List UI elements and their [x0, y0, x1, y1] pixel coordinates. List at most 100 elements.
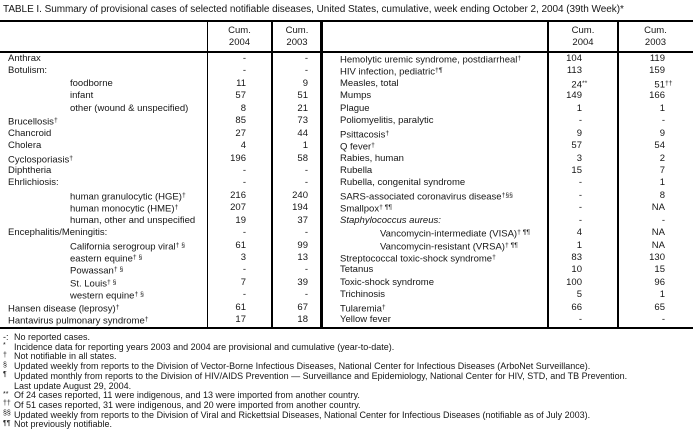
value-cum-2003: 1: [659, 102, 665, 114]
value-cum-2004: 100: [566, 276, 582, 288]
footnote-symbol: †: [3, 351, 7, 359]
value-cum-2003: 58: [297, 152, 308, 164]
table-row: Diphtheria - - Rubella 15 7: [0, 165, 693, 177]
disease-name: eastern equine: [70, 253, 133, 265]
disease-label: Rubella, congenital syndrome: [322, 177, 548, 189]
value-cum-2003: 1: [659, 289, 665, 301]
disease-label: foodborne: [0, 78, 207, 92]
value-cum-2004: -: [242, 177, 246, 189]
table-row: Chancroid 27 44 Psittacosis† 9 9: [0, 127, 693, 142]
value-cum-2003: -: [304, 65, 308, 77]
disease-label: Yellow fever: [322, 314, 548, 328]
disease-label: Powassan† §: [0, 264, 207, 278]
footnote-symbol: ††: [3, 400, 11, 408]
table-row: eastern equine† § 3 13 Streptococcal toxic-…: [0, 252, 693, 265]
table-row: Cholera 4 1 Q fever† 57 54: [0, 140, 693, 154]
disease-name: Psittacosis: [340, 129, 386, 141]
value-cum-2004: 85: [235, 115, 246, 127]
value-cum-2003: -: [304, 177, 308, 189]
value-cum-2003: -: [661, 214, 665, 226]
value-cum-2003: 18: [297, 314, 308, 326]
value-cum-2004: -: [242, 53, 246, 64]
value-cum-2004: 4: [240, 140, 246, 152]
value-cum-2004: 207: [230, 202, 246, 214]
value-cum-2003: 9: [302, 77, 308, 89]
disease-label: Psittacosis†: [322, 128, 548, 142]
footnote: ¶¶ Not previously notifiable.: [3, 419, 693, 430]
disease-label: Rabies, human: [322, 153, 548, 167]
table-half-divider: [320, 22, 323, 327]
disease-name: California serogroup viral: [70, 241, 176, 253]
disease-name: Plague: [340, 102, 370, 114]
footnote-marker: †: [144, 316, 149, 324]
value-cum-2004: 3: [576, 152, 582, 164]
value-cum-2003: 9: [659, 127, 665, 139]
disease-label: Cholera: [0, 140, 207, 154]
table-row: Cyclosporiasis† 196 58 Rabies, human 3 2: [0, 152, 693, 167]
disease-name: human, other and unspecified: [70, 214, 196, 226]
column-divider: [271, 22, 273, 327]
footnote-marker: † §: [113, 266, 124, 274]
disease-name: Tetanus: [340, 264, 374, 276]
disease-label: Brucellosis†: [0, 115, 207, 129]
value-cum-2003: 15: [654, 264, 665, 276]
disease-name: SARS-associated coronavirus disease: [340, 191, 502, 203]
footnote-text: Updated weekly from reports to the Divis…: [14, 409, 591, 420]
footnote: § Updated weekly from reports to the Divi…: [3, 361, 693, 372]
table-row: Hantavirus pulmonary syndrome† 17 18 Yellow…: [0, 314, 693, 328]
disease-name: Powassan: [70, 265, 114, 277]
disease-name: other (wound & unspecified): [70, 102, 189, 114]
value-cum-2004: 5: [576, 289, 582, 301]
footnote: ¶ Updated monthly from reports to the Div…: [3, 371, 693, 382]
table-body: Anthrax - - Hemolytic uremic syndrome, post…: [0, 53, 693, 327]
value-cum-2004: -: [578, 115, 582, 127]
table-row: Powassan† § - - Tetanus 10 15: [0, 264, 693, 278]
footnote-symbol: *: [3, 342, 6, 350]
footnote-symbol: -:: [3, 332, 9, 342]
disease-label: human granulocytic (HGE)†: [0, 190, 207, 204]
table-header: Cum. 2004 Cum. 2003 Cum. 2004 Cum. 2003: [0, 22, 693, 53]
table-row: Hansen disease (leprosy)† 61 67 Tularemia† 6…: [0, 302, 693, 315]
disease-name: Mumps: [340, 90, 372, 102]
value-cum-2003: 73: [297, 115, 308, 127]
disease-name: Diphtheria: [8, 164, 52, 176]
summary-table: Cum. 2004 Cum. 2003 Cum. 2004 Cum. 2003 …: [0, 20, 693, 329]
footnote-text: Updated weekly from reports to the Divis…: [14, 361, 591, 372]
value-cum-2003: 51: [297, 90, 308, 102]
value-cum-2004: 9: [576, 127, 582, 139]
disease-label: Smallpox† ¶¶: [322, 202, 548, 216]
footnote-text: Incidence data for reporting years 2003 …: [14, 341, 395, 352]
value-cum-2003: 96: [654, 276, 665, 288]
table-row: Encephalitis/Meningitis: - - Vancomycin-int…: [0, 227, 693, 241]
footnote: §§ Updated weekly from reports to the Div…: [3, 409, 693, 421]
value-cum-2004: 83: [571, 252, 582, 263]
column-divider: [617, 22, 619, 327]
disease-label: Hantavirus pulmonary syndrome†: [0, 314, 207, 328]
value-cum-2004: 10: [571, 264, 582, 276]
value-cum-2003: NA: [651, 227, 665, 239]
disease-label: Encephalitis/Meningitis:: [0, 227, 207, 241]
disease-name: Hantavirus pulmonary syndrome: [8, 315, 145, 327]
col-header-right-cum-2003: Cum. 2003: [644, 25, 667, 48]
disease-label: Toxic-shock syndrome: [322, 277, 548, 291]
disease-label: Plague: [322, 103, 548, 115]
table-title: TABLE I. Summary of provisional cases of…: [3, 4, 624, 15]
footnote-marker: †: [371, 142, 375, 150]
value-cum-2003: -: [304, 227, 308, 239]
footnote-text: Not notifiable in all states.: [14, 351, 117, 362]
value-cum-2003: 7: [659, 164, 665, 176]
disease-name: Rubella, congenital syndrome: [340, 177, 466, 189]
value-cum-2004: -: [578, 189, 582, 201]
footnote: †† Of 51 cases reported, 31 were indigeno…: [3, 400, 693, 411]
value-cum-2004: 27: [235, 127, 246, 139]
disease-label: Trichinosis: [322, 289, 548, 303]
disease-label: Chancroid: [0, 128, 207, 142]
footnote: Last update August 29, 2004.: [3, 381, 693, 392]
table-row: California serogroup viral† § 61 99 Vancomy…: [0, 240, 693, 253]
footnote-marker: †: [53, 117, 58, 125]
value-cum-2003: -: [304, 53, 308, 64]
disease-name: Toxic-shock syndrome: [340, 276, 434, 288]
footnote: -: No reported cases.: [3, 332, 693, 343]
value-cum-2004: 11: [236, 77, 246, 89]
value-cum-2004: 113: [566, 65, 582, 77]
